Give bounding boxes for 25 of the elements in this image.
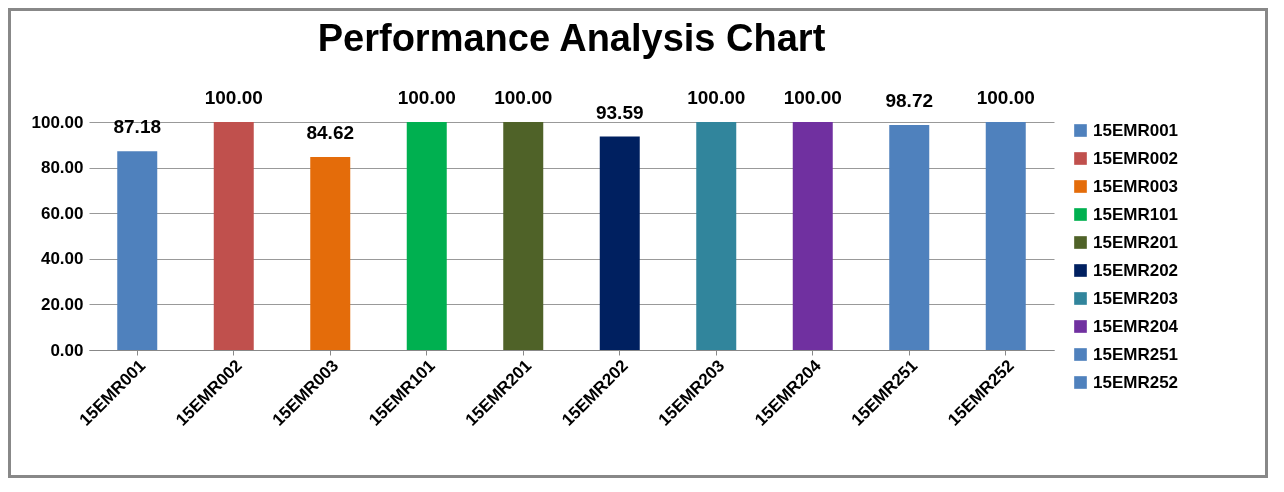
legend-label: 15EMR204 xyxy=(1093,316,1179,336)
y-tick-label: 0.00 xyxy=(50,340,84,360)
chart-title: Performance Analysis Chart xyxy=(317,17,826,59)
y-tick-label: 60.00 xyxy=(40,203,84,223)
legend-label: 15EMR201 xyxy=(1093,232,1179,252)
data-label: 93.59 xyxy=(595,101,644,123)
y-tick-label: 20.00 xyxy=(40,294,84,314)
legend-label: 15EMR202 xyxy=(1093,260,1179,280)
data-label: 84.62 xyxy=(306,122,355,144)
legend-label: 15EMR101 xyxy=(1093,204,1179,224)
data-label: 100.00 xyxy=(976,87,1035,108)
legend-label: 15EMR002 xyxy=(1093,148,1179,168)
data-label: 100.00 xyxy=(204,87,263,108)
legend-label: 15EMR003 xyxy=(1093,176,1179,196)
data-label: 98.72 xyxy=(885,89,934,111)
y-tick-label: 40.00 xyxy=(40,249,84,269)
y-tick-label: 100.00 xyxy=(31,112,84,132)
legend-label: 15EMR203 xyxy=(1093,288,1179,308)
data-label: 100.00 xyxy=(494,87,553,108)
data-label: 100.00 xyxy=(397,87,456,108)
data-label: 100.00 xyxy=(783,87,842,108)
data-label: 87.18 xyxy=(113,116,162,138)
legend-label: 15EMR001 xyxy=(1093,120,1179,140)
data-label: 100.00 xyxy=(687,87,746,108)
y-tick-label: 80.00 xyxy=(40,158,84,178)
